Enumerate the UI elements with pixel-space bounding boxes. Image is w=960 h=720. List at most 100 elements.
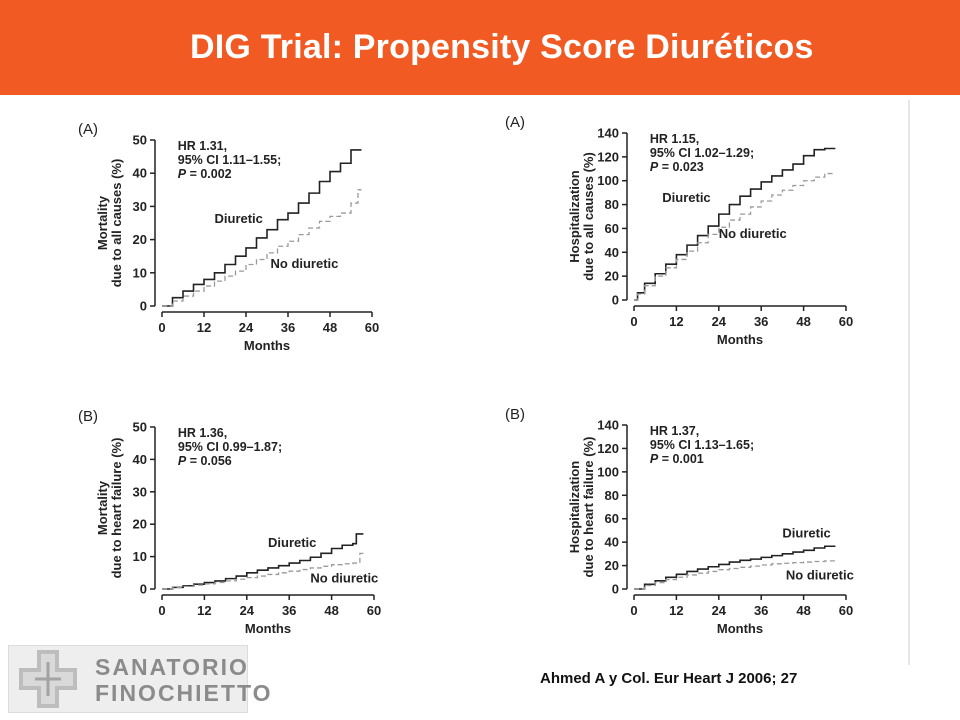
y-tick-label: 140: [597, 126, 619, 141]
x-tick-label: 36: [281, 320, 295, 335]
series-diuretic: [634, 147, 836, 301]
x-tick-label: 48: [323, 320, 337, 335]
series-label: No diuretic: [786, 568, 854, 583]
cross-logo-icon: [19, 650, 77, 708]
y-tick-label: 100: [597, 464, 619, 479]
series-label: Diuretic: [662, 190, 710, 205]
hr-annotation-line: 95% CI 1.13–1.65;: [650, 438, 754, 452]
hr-annotation-line: HR 1.15,: [650, 132, 699, 146]
x-tick-label: 48: [324, 603, 338, 618]
x-tick-label: 60: [367, 603, 381, 618]
hr-annotation-line: P = 0.023: [650, 160, 704, 174]
y-tick-label: 50: [133, 420, 147, 435]
x-axis-title: Months: [717, 332, 763, 347]
hr-annotation-line: HR 1.31,: [178, 139, 227, 153]
y-axis-title-line1: Mortality: [95, 480, 110, 535]
series-label: No diuretic: [719, 226, 787, 241]
hr-annotation-line: P = 0.002: [178, 167, 232, 181]
title-banner: DIG Trial: Propensity Score Diuréticos: [0, 0, 960, 95]
citation: Ahmed A y Col. Eur Heart J 2006; 27: [540, 670, 798, 687]
y-tick-label: 20: [605, 269, 619, 284]
y-tick-label: 0: [140, 299, 147, 314]
x-tick-label: 24: [712, 603, 727, 618]
y-tick-label: 80: [605, 197, 619, 212]
panel-label: (A): [78, 121, 98, 138]
x-tick-label: 24: [239, 320, 254, 335]
series-diuretic: [162, 533, 364, 590]
x-tick-label: 48: [796, 603, 810, 618]
y-axis-title-line2: due to heart failure (%): [581, 437, 596, 578]
series-label: No diuretic: [310, 571, 378, 586]
panel-label: (B): [78, 408, 98, 425]
y-tick-label: 20: [605, 558, 619, 573]
x-tick-label: 36: [282, 603, 296, 618]
y-tick-label: 0: [140, 582, 147, 597]
y-tick-label: 100: [597, 173, 619, 188]
chart-hospitalization-all-causes: (A) 0 20 40 60 80 100 120 140 0 12 24 36 48 60 Months Ho…: [505, 114, 853, 347]
y-tick-label: 40: [133, 166, 147, 181]
y-tick-label: 10: [133, 265, 147, 280]
hr-annotation-line: HR 1.37,: [650, 424, 699, 438]
x-tick-label: 60: [365, 320, 379, 335]
y-tick-label: 120: [597, 441, 619, 456]
series-no-diuretic: [634, 172, 836, 301]
hr-annotation-line: 95% CI 1.02–1.29;: [650, 146, 754, 160]
hr-annotation-line: HR 1.36,: [178, 426, 227, 440]
y-tick-label: 0: [612, 582, 619, 597]
sanatorio-logo: SANATORIO FINOCHIETTO: [8, 645, 270, 713]
x-tick-label: 12: [197, 603, 211, 618]
y-tick-label: 20: [133, 517, 147, 532]
series-label: Diuretic: [215, 211, 263, 226]
y-tick-label: 50: [133, 133, 147, 148]
y-tick-label: 30: [133, 484, 147, 499]
x-tick-label: 0: [158, 603, 165, 618]
logo-line-sanatorio: SANATORIO: [95, 654, 249, 680]
chart-mortality-all-causes: (A) 0 10 20 30 40 50 0 12 24 36 48 60 Months Mortality…: [78, 121, 379, 353]
y-tick-label: 80: [605, 488, 619, 503]
series-no-diuretic: [634, 560, 836, 590]
series-label: Diuretic: [268, 535, 316, 550]
y-tick-label: 140: [597, 418, 619, 433]
x-tick-label: 36: [754, 314, 768, 329]
y-tick-label: 60: [605, 221, 619, 236]
y-tick-label: 60: [605, 511, 619, 526]
y-axis-title-line2: due to all causes (%): [109, 159, 124, 288]
y-tick-label: 10: [133, 549, 147, 564]
y-axis-title-line1: Hospitalization: [567, 461, 582, 554]
vertical-divider: [908, 100, 910, 665]
series-no-diuretic: [162, 189, 362, 307]
x-axis-title: Months: [244, 338, 290, 353]
y-axis-title-line2: due to all causes (%): [581, 152, 596, 281]
series-label: No diuretic: [271, 256, 339, 271]
slide-title: DIG Trial: Propensity Score Diuréticos: [190, 28, 814, 66]
x-tick-label: 24: [712, 314, 727, 329]
x-tick-label: 0: [158, 320, 165, 335]
panel-label: (B): [505, 406, 525, 423]
x-tick-label: 12: [669, 603, 683, 618]
x-tick-label: 0: [630, 603, 637, 618]
x-tick-label: 24: [240, 603, 255, 618]
x-tick-label: 60: [839, 603, 853, 618]
y-axis-title-line2: due to heart failure (%): [109, 438, 124, 579]
series-diuretic: [634, 545, 836, 590]
y-tick-label: 40: [133, 452, 147, 467]
x-tick-label: 0: [630, 314, 637, 329]
y-tick-label: 20: [133, 232, 147, 247]
series-diuretic: [162, 149, 362, 307]
panel-label: (A): [505, 114, 525, 131]
y-tick-label: 30: [133, 199, 147, 214]
x-axis-title: Months: [717, 621, 763, 636]
series-no-diuretic: [162, 552, 364, 590]
hr-annotation-line: P = 0.001: [650, 452, 704, 466]
y-tick-label: 40: [605, 245, 619, 260]
series-label: Diuretic: [782, 525, 830, 540]
y-tick-label: 0: [612, 293, 619, 308]
y-tick-label: 40: [605, 535, 619, 550]
y-tick-label: 120: [597, 149, 619, 164]
chart-hospitalization-heart-failure: (B) 0 20 40 60 80 100 120 140 0 12 24 36 48 60 Months Ho…: [505, 406, 854, 636]
y-axis-title-line1: Mortality: [95, 195, 110, 250]
hr-annotation-line: 95% CI 0.99–1.87;: [178, 440, 282, 454]
x-tick-label: 36: [754, 603, 768, 618]
hr-annotation-line: P = 0.056: [178, 454, 232, 468]
chart-mortality-heart-failure: (B) 0 10 20 30 40 50 0 12 24 36 48 60 Months Mortality…: [78, 408, 381, 636]
